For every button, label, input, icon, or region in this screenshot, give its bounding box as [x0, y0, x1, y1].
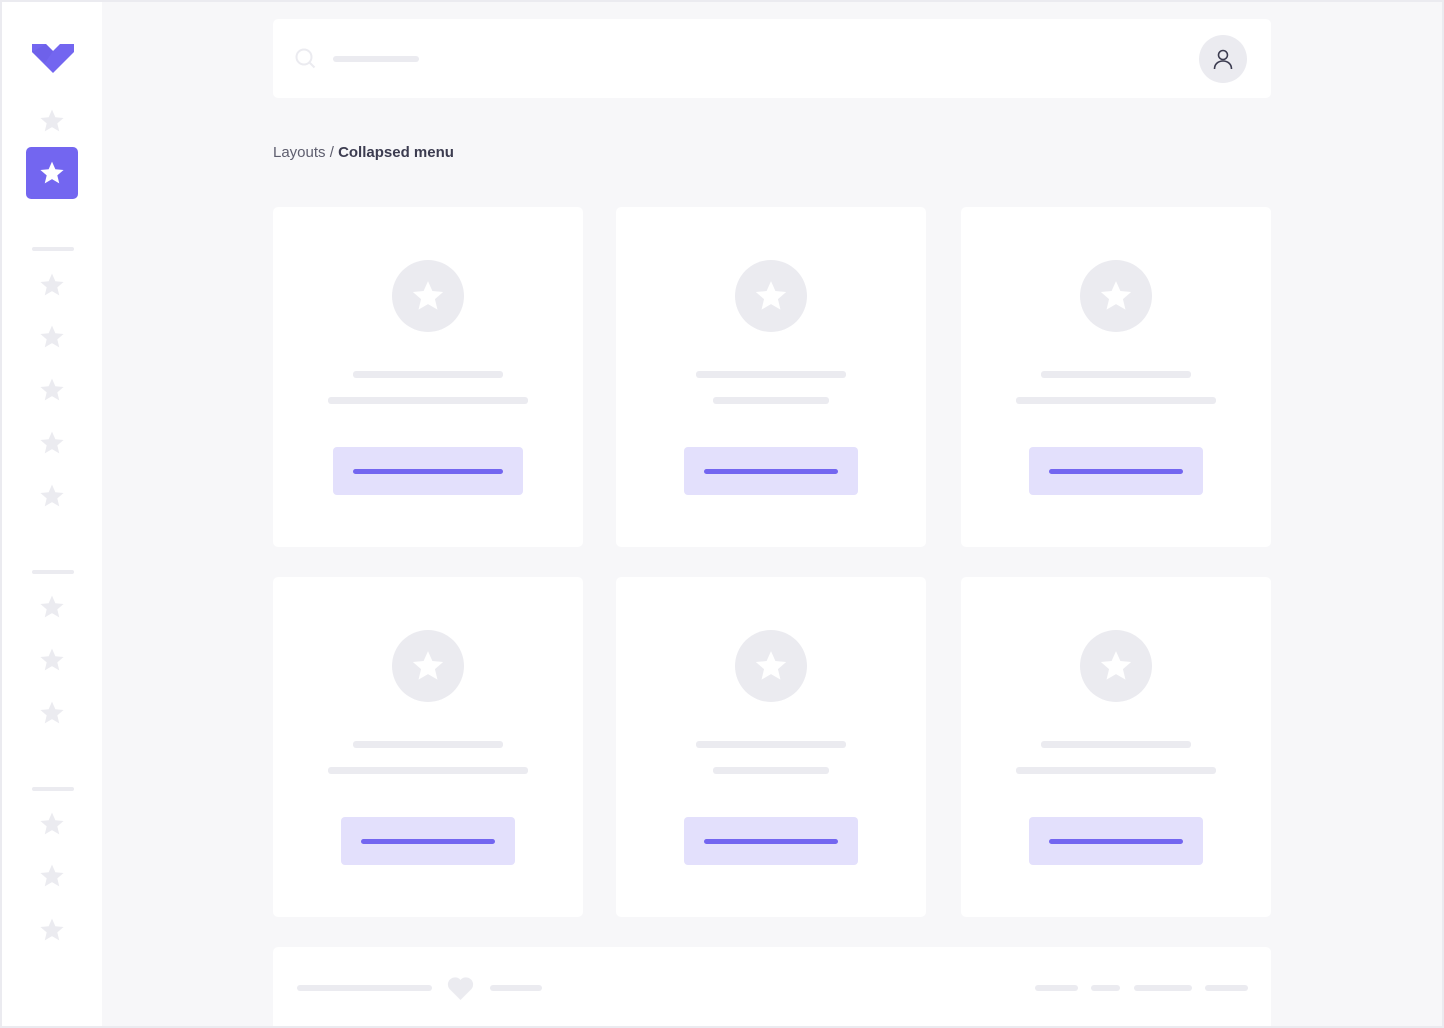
card-icon-circle — [735, 630, 807, 702]
card-button[interactable] — [1029, 447, 1203, 495]
breadcrumb: Layouts / Collapsed menu — [273, 144, 454, 161]
star-icon — [412, 651, 444, 680]
card — [616, 577, 926, 917]
card-button-label — [361, 839, 495, 844]
footer-link[interactable] — [1091, 985, 1120, 991]
card-icon-circle — [392, 260, 464, 332]
sidebar-item-star-icon[interactable] — [39, 811, 65, 837]
sidebar-divider — [32, 787, 74, 791]
sidebar-item-star-icon[interactable] — [39, 483, 65, 509]
card-button[interactable] — [333, 447, 523, 495]
card-description — [1016, 397, 1216, 404]
sidebar-item-star-icon[interactable] — [39, 917, 65, 943]
card — [273, 577, 583, 917]
card-button-label — [1049, 839, 1183, 844]
card-description — [328, 767, 528, 774]
sidebar-item-star-icon[interactable] — [39, 647, 65, 673]
breadcrumb-current: Collapsed menu — [338, 144, 454, 161]
card-button[interactable] — [341, 817, 515, 865]
star-icon — [40, 161, 64, 184]
footer — [273, 947, 1271, 1026]
card-button-label — [353, 469, 503, 474]
footer-link[interactable] — [1134, 985, 1192, 991]
footer-text — [490, 985, 542, 991]
sidebar-item-star-icon[interactable] — [39, 594, 65, 620]
card — [961, 207, 1271, 547]
sidebar-divider — [32, 247, 74, 251]
card-description — [713, 397, 829, 404]
card — [961, 577, 1271, 917]
card — [273, 207, 583, 547]
footer-link[interactable] — [1035, 985, 1078, 991]
card-title — [696, 741, 846, 748]
card-icon-circle — [392, 630, 464, 702]
star-icon — [412, 281, 444, 310]
user-avatar[interactable] — [1199, 35, 1247, 83]
card-title — [1041, 371, 1191, 378]
sidebar-item-star-icon[interactable] — [39, 863, 65, 889]
star-icon — [1100, 281, 1132, 310]
search-input[interactable] — [333, 56, 419, 62]
top-navbar — [273, 19, 1271, 98]
card-icon-circle — [735, 260, 807, 332]
card-title — [696, 371, 846, 378]
card-button[interactable] — [684, 817, 858, 865]
card-description — [328, 397, 528, 404]
star-icon — [755, 281, 787, 310]
user-icon — [1213, 49, 1233, 70]
card-title — [353, 741, 503, 748]
search-icon[interactable] — [295, 48, 317, 70]
card-title — [1041, 741, 1191, 748]
breadcrumb-parent[interactable]: Layouts — [273, 144, 326, 161]
card-title — [353, 371, 503, 378]
card-description — [1016, 767, 1216, 774]
footer-text — [297, 985, 432, 991]
collapsed-sidebar — [2, 2, 102, 1026]
card-button-label — [704, 839, 838, 844]
card — [616, 207, 926, 547]
heart-icon — [447, 977, 474, 1000]
sidebar-item-star-icon[interactable] — [39, 430, 65, 456]
card-button-label — [1049, 469, 1183, 474]
logo-icon[interactable] — [32, 44, 74, 74]
card-icon-circle — [1080, 260, 1152, 332]
card-button-label — [704, 469, 838, 474]
breadcrumb-separator: / — [325, 144, 339, 161]
sidebar-item-star-icon[interactable] — [39, 700, 65, 726]
star-icon — [755, 651, 787, 680]
footer-link[interactable] — [1205, 985, 1248, 991]
card-button[interactable] — [684, 447, 858, 495]
sidebar-divider — [32, 570, 74, 574]
card-icon-circle — [1080, 630, 1152, 702]
star-icon — [1100, 651, 1132, 680]
sidebar-item-star-icon[interactable] — [39, 272, 65, 298]
sidebar-item-star-icon[interactable] — [39, 377, 65, 403]
card-description — [713, 767, 829, 774]
sidebar-item-star-icon[interactable] — [39, 108, 65, 134]
sidebar-item-star-icon[interactable] — [39, 324, 65, 350]
sidebar-item-active[interactable] — [26, 147, 78, 199]
card-button[interactable] — [1029, 817, 1203, 865]
